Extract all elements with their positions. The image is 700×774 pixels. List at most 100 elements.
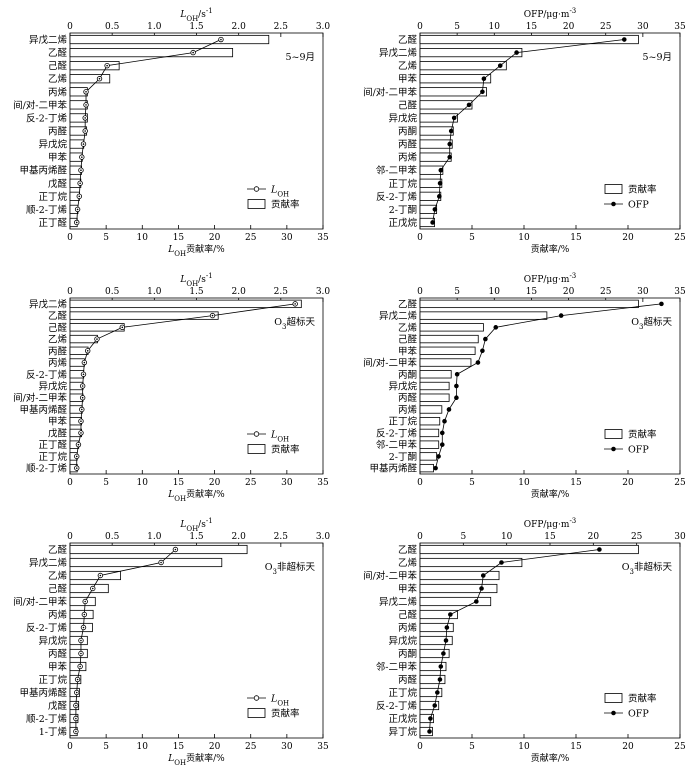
category-label: 2-丁酮	[389, 205, 417, 216]
series-point	[497, 63, 503, 68]
series-point	[466, 102, 472, 108]
top-tick-label: 2.5	[274, 287, 289, 297]
bottom-tick-label: 25	[674, 478, 686, 488]
top-tick-label: 5	[454, 287, 460, 297]
category-label: 己醛	[48, 60, 68, 72]
bottom-tick-label: 25	[245, 233, 257, 243]
series-point-dot	[85, 91, 87, 93]
category-label: 反-2-丁烯	[376, 191, 417, 203]
bottom-tick-label: 0	[417, 742, 423, 752]
bar	[419, 405, 443, 414]
series-point-dot	[81, 156, 83, 158]
series-point	[483, 336, 488, 342]
panel-d: 0 5 10 15 20 25 0 5 10 15 20 25 30 35 OFP/μg·m-3 贡献率/% O…	[363, 272, 686, 500]
category-label: 甲苯	[48, 152, 68, 164]
series-point-dot	[76, 208, 79, 211]
category-label: 异戊二烯	[29, 34, 68, 46]
panel-f: 0 5 10 15 20 25 0 5 10 15 20 25 30 OFP/μg·m-3 贡献率/% O3非…	[363, 517, 686, 764]
series-point	[448, 612, 453, 617]
top-tick-label: 3.0	[316, 287, 331, 297]
category-label: 顺-2-丁烯	[26, 713, 67, 725]
top-tick-label: 2.5	[274, 22, 289, 32]
series-point	[444, 625, 450, 630]
top-tick-label: 25	[600, 22, 612, 32]
category-label: 正丁烷	[388, 416, 417, 428]
category-label: 己醛	[398, 609, 418, 621]
series-point	[454, 371, 460, 377]
series-point	[454, 395, 459, 401]
bar	[69, 61, 120, 71]
category-label: 丙酮	[398, 127, 417, 138]
series-point	[443, 638, 449, 643]
bar	[69, 299, 302, 309]
bar	[419, 463, 434, 473]
legend-bar-swatch	[604, 184, 623, 194]
bar	[419, 700, 440, 711]
category-label: 顺-2-丁烯	[26, 463, 67, 475]
top-tick-label: 1.0	[147, 532, 162, 542]
series-point-dot	[75, 717, 77, 720]
bar	[419, 152, 452, 162]
category-label: 异戊二烯	[29, 557, 68, 569]
series-point	[438, 664, 444, 669]
bar	[69, 609, 94, 620]
legend-marker	[611, 201, 616, 207]
bar	[419, 674, 446, 685]
category-label: 反-2-丁烯	[376, 700, 417, 712]
series-point	[438, 167, 444, 173]
legend-marker	[253, 695, 260, 701]
bar	[419, 34, 639, 45]
series-point-dot	[82, 143, 85, 145]
legend-label: 贡献率	[271, 444, 300, 456]
bottom-tick-label: 15	[173, 233, 185, 243]
category-label: 正丁醛	[38, 439, 67, 451]
series-point	[475, 360, 481, 365]
bottom-axis-label: LOH贡献率/%	[167, 243, 225, 258]
category-label: 甲基丙烯醛	[369, 463, 417, 475]
bottom-tick-label: 10	[137, 478, 149, 488]
bottom-tick-label: 35	[317, 478, 329, 488]
series-point-dot	[99, 574, 102, 577]
legend-bar-swatch	[604, 693, 623, 703]
panel-annotation: 5~9月	[642, 52, 672, 63]
bottom-tick-label: 0	[67, 478, 73, 488]
top-tick-label: 1.5	[189, 287, 204, 297]
category-label: 反-2-丁烯	[26, 369, 67, 381]
series-point	[493, 325, 499, 330]
bottom-axis-label: 贡献率/%	[531, 243, 570, 255]
category-label: 异戊烷	[388, 635, 417, 647]
bar	[419, 393, 450, 402]
category-label: 乙烯	[48, 73, 68, 85]
panel-a: 0 5 10 15 20 25 30 35 0 0.5 1.0 1.5 2.0 2.5 3.0 LOH/s-1…	[13, 7, 330, 258]
series-point	[447, 154, 453, 160]
category-label: 乙烯	[48, 334, 68, 346]
legend-label: OFP	[628, 709, 649, 720]
category-label: 异戊烷	[38, 381, 67, 393]
series-point	[428, 716, 433, 721]
bottom-tick-label: 15	[570, 233, 582, 243]
bar	[69, 334, 98, 344]
series-point	[480, 573, 486, 578]
series-point	[436, 454, 441, 459]
series-point-dot	[121, 326, 124, 329]
series-point-dot	[78, 195, 81, 198]
bar	[419, 570, 500, 581]
bottom-tick-label: 20	[622, 233, 634, 243]
category-label: 甲苯	[398, 345, 418, 357]
category-label: 异戊二烯	[379, 47, 418, 59]
category-label: 邻-二甲苯	[376, 661, 418, 673]
series-point	[481, 76, 487, 82]
category-label: 丙醛	[398, 674, 418, 686]
series-point-dot	[91, 587, 94, 590]
category-label: 异戊烷	[388, 381, 417, 393]
category-label: 异丁烷	[388, 726, 417, 738]
legend-bar-swatch	[247, 444, 266, 454]
category-label: 甲基丙烯醛	[19, 404, 67, 416]
top-tick-label: 0	[67, 532, 73, 542]
series-point-dot	[160, 561, 162, 564]
bar	[419, 635, 453, 646]
panel-annotation: O3非超标天	[265, 561, 316, 576]
bottom-axis-label: LOH贡献率/%	[167, 488, 225, 503]
top-axis-label: OFP/μg·m-3	[524, 272, 577, 285]
